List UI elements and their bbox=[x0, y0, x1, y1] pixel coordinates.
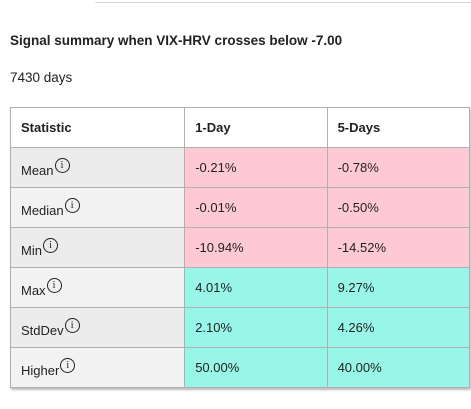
header-row: Statistic 1-Day 5-Days bbox=[9, 107, 471, 148]
table-row: Higher i 50.00% 40.00% bbox=[9, 347, 471, 388]
value-cell: 4.26% bbox=[326, 307, 471, 348]
cell-value: -0.78% bbox=[337, 160, 379, 175]
column-header: Statistic bbox=[9, 107, 186, 148]
cell-value: -0.50% bbox=[337, 200, 379, 215]
panel-border bbox=[95, 0, 471, 3]
value-cell: -0.78% bbox=[326, 147, 471, 188]
cell-value: -10.94% bbox=[195, 240, 244, 255]
cell-value: 4.01% bbox=[195, 280, 233, 295]
row-label: StdDev bbox=[21, 322, 64, 338]
cell-value: 4.26% bbox=[337, 320, 375, 335]
value-cell: -0.21% bbox=[184, 147, 328, 188]
cell-value: -0.21% bbox=[195, 160, 237, 175]
table-row: Mean i -0.21% -0.78% bbox=[9, 147, 471, 188]
row-label-cell: StdDev i bbox=[9, 307, 186, 348]
row-label: Max bbox=[21, 282, 46, 298]
row-label-cell: Mean i bbox=[9, 147, 186, 188]
info-icon[interactable]: i bbox=[54, 157, 70, 173]
title: Signal summary when VIX-HRV crosses belo… bbox=[10, 33, 343, 48]
value-cell: 4.01% bbox=[184, 267, 328, 308]
value-cell: 50.00% bbox=[184, 347, 328, 388]
row-label: Mean bbox=[21, 162, 54, 178]
subtitle: 7430 days bbox=[10, 70, 73, 85]
info-icon[interactable]: i bbox=[64, 317, 80, 333]
row-label: Median bbox=[21, 202, 64, 218]
info-icon[interactable]: i bbox=[64, 197, 80, 213]
cell-value: 40.00% bbox=[337, 360, 382, 375]
value-cell: 40.00% bbox=[326, 347, 471, 388]
value-cell: -10.94% bbox=[184, 227, 328, 268]
info-icon[interactable]: i bbox=[46, 277, 62, 293]
summary-table: Statistic 1-Day 5-Days Mean i -0.21% -0.78%… bbox=[9, 107, 471, 388]
cell-value: -0.01% bbox=[195, 200, 237, 215]
value-cell: 2.10% bbox=[184, 307, 328, 348]
info-icon[interactable]: i bbox=[60, 357, 76, 373]
row-label: Min bbox=[21, 242, 42, 258]
table-row: Median i -0.01% -0.50% bbox=[9, 187, 471, 228]
table-row: StdDev i 2.10% 4.26% bbox=[9, 307, 471, 348]
column-header: 5-Days bbox=[326, 107, 471, 148]
value-cell: -14.52% bbox=[326, 227, 471, 268]
table-row: Max i 4.01% 9.27% bbox=[9, 267, 471, 308]
cell-value: 2.10% bbox=[195, 320, 233, 335]
cell-value: 9.27% bbox=[337, 280, 375, 295]
row-label-cell: Max i bbox=[9, 267, 186, 308]
table-row: Min i -10.94% -14.52% bbox=[9, 227, 471, 268]
cell-value: -14.52% bbox=[337, 240, 386, 255]
value-cell: -0.01% bbox=[184, 187, 328, 228]
row-label-cell: Min i bbox=[9, 227, 186, 268]
row-label-cell: Higher i bbox=[9, 347, 186, 388]
column-header: 1-Day bbox=[184, 107, 328, 148]
value-cell: 9.27% bbox=[326, 267, 471, 308]
value-cell: -0.50% bbox=[326, 187, 471, 228]
row-label: Higher bbox=[21, 362, 60, 378]
info-icon[interactable]: i bbox=[42, 237, 58, 253]
cell-value: 50.00% bbox=[195, 360, 240, 375]
row-label-cell: Median i bbox=[9, 187, 186, 228]
